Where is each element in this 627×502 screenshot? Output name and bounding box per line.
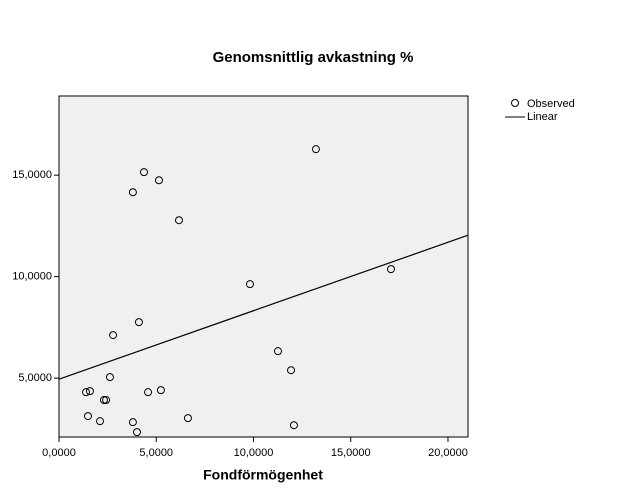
legend-marker [511, 99, 519, 107]
point [245, 280, 254, 289]
point [311, 145, 320, 154]
point [102, 396, 111, 405]
legend-label: Observed [527, 98, 575, 110]
x-tick-label: 15,0000 [331, 447, 371, 459]
x-tick-label: 10,0000 [234, 447, 274, 459]
point [83, 412, 92, 421]
point [99, 396, 108, 405]
point [82, 388, 91, 397]
x-tick-label: 0,0000 [42, 447, 76, 459]
point [109, 331, 118, 340]
legend-label: Linear [527, 111, 558, 123]
point [287, 366, 296, 375]
point [132, 428, 141, 437]
point [128, 188, 137, 197]
point [128, 418, 137, 427]
point [183, 414, 192, 423]
point [144, 388, 153, 397]
point [96, 417, 105, 426]
x-tick-label: 5,0000 [139, 447, 173, 459]
point [386, 265, 395, 274]
y-tick-label: 10,0000 [12, 271, 52, 283]
point [85, 387, 94, 396]
chart-title: Genomsnittlig avkastning % [213, 49, 414, 66]
point [105, 373, 114, 382]
point [273, 347, 282, 356]
point [174, 216, 183, 225]
point [289, 421, 298, 430]
y-tick-label: 15,0000 [12, 169, 52, 181]
y-tick-label: 5,0000 [18, 372, 52, 384]
plot-area [58, 95, 469, 438]
point [154, 176, 163, 185]
point [139, 168, 148, 177]
point [156, 386, 165, 395]
x-tick-label: 20,0000 [428, 447, 468, 459]
point [134, 318, 143, 327]
fit-line [58, 234, 469, 380]
x-axis-label: Fondförmögenhet [203, 467, 323, 483]
